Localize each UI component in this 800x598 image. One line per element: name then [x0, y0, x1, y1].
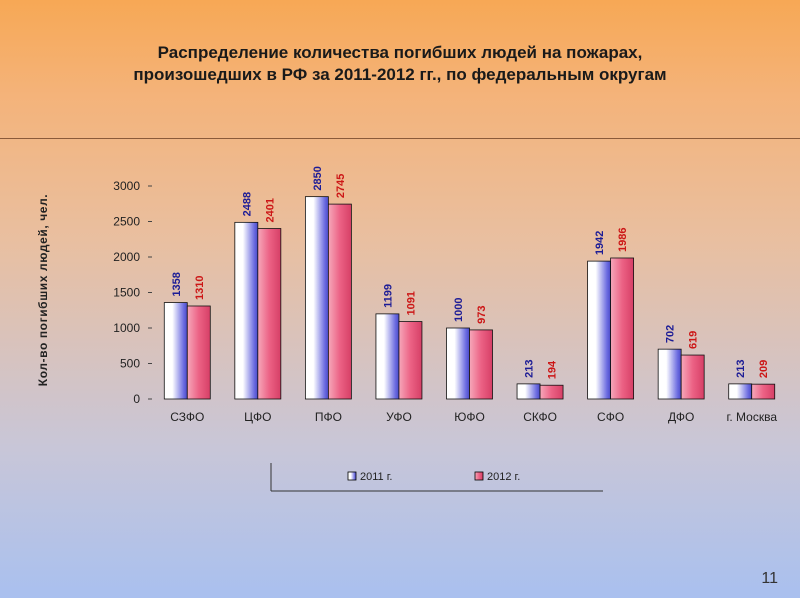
- bar-2012: [751, 383, 776, 400]
- title-divider: [0, 138, 800, 139]
- data-label: 973: [476, 306, 488, 324]
- data-label: 702: [665, 325, 677, 343]
- y-tick-label: 0: [133, 392, 140, 406]
- data-label: 2401: [264, 198, 276, 222]
- bar-2011: [587, 260, 612, 400]
- bar-2011: [657, 348, 682, 400]
- data-label: 1310: [194, 276, 206, 300]
- bar-2012: [680, 354, 705, 400]
- x-category-label: ЦФО: [244, 410, 271, 424]
- data-label: 619: [688, 331, 700, 349]
- x-category-label: ПФО: [315, 410, 342, 424]
- bar-2011: [728, 383, 753, 400]
- y-tick-label: 2000: [113, 250, 140, 264]
- slide-title: Распределение количества погибших людей …: [0, 42, 800, 86]
- data-label: 1000: [453, 298, 465, 322]
- bar-2012: [539, 384, 564, 400]
- y-tick-label: 500: [120, 357, 140, 371]
- data-label: 2850: [312, 166, 324, 190]
- x-category-label: СКФО: [523, 410, 557, 424]
- x-category-label: СФО: [597, 410, 624, 424]
- bar-2011: [516, 383, 541, 400]
- data-label: 194: [547, 360, 559, 379]
- bar-2012: [186, 305, 211, 400]
- x-category-label: ДФО: [668, 410, 694, 424]
- x-category-label: г. Москва: [726, 410, 777, 424]
- bar-2011: [234, 221, 259, 400]
- data-label: 2745: [335, 174, 347, 198]
- bar-2011: [446, 327, 470, 400]
- y-tick-label: 1500: [113, 286, 140, 300]
- data-label: 209: [758, 360, 770, 378]
- data-label: 1942: [594, 231, 606, 255]
- bar-2012: [469, 329, 493, 400]
- bar-2012: [398, 321, 423, 400]
- y-axis-label: Кол-во погибших людей, чел.: [36, 194, 50, 386]
- data-label: 1986: [617, 228, 629, 252]
- bar-2011: [304, 196, 329, 400]
- data-label: 213: [524, 360, 536, 378]
- bar-2011: [375, 313, 400, 400]
- y-tick-label: 3000: [113, 179, 140, 193]
- x-category-label: ЮФО: [454, 410, 485, 424]
- y-tick-label: 1000: [113, 321, 140, 335]
- data-label: 1358: [171, 272, 183, 296]
- bar-2012: [610, 257, 635, 400]
- legend-swatch-2011: [347, 471, 357, 481]
- slide-title-line-2: произошедших в РФ за 2011-2012 гг., по ф…: [133, 65, 667, 84]
- legend-label-2011: 2011 г.: [360, 471, 392, 483]
- chart-legend: 2011 г. 2012 г.: [270, 463, 603, 492]
- y-tick-label: 2500: [113, 215, 140, 229]
- legend-label-2012: 2012 г.: [487, 471, 520, 483]
- legend-swatch-2012: [474, 471, 484, 481]
- x-category-label: УФО: [386, 410, 412, 424]
- x-category-label: СЗФО: [170, 410, 204, 424]
- bar-2012: [257, 228, 282, 400]
- data-label: 213: [735, 360, 747, 378]
- bar-2012: [327, 203, 352, 400]
- page-number: 11: [761, 570, 778, 587]
- data-label: 1199: [382, 284, 394, 308]
- data-label: 1091: [405, 291, 417, 315]
- slide-title-line-1: Распределение количества погибших людей …: [157, 43, 643, 62]
- data-label: 2488: [241, 192, 253, 216]
- bar-2011: [163, 302, 188, 400]
